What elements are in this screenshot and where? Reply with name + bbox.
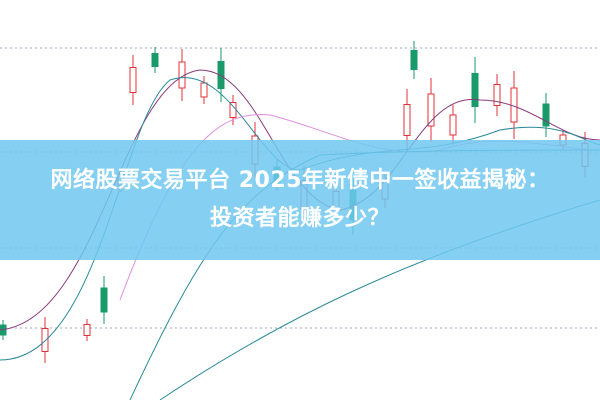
title-line-1: 网络股票交易平台 2025年新债中一签收益揭秘： (50, 168, 550, 193)
candle (449, 114, 457, 136)
candle (83, 324, 91, 336)
candle (471, 73, 479, 107)
candle (217, 61, 225, 89)
title-banner: 网络股票交易平台 2025年新债中一签收益揭秘： 投资者能赚多少？ (0, 140, 600, 260)
candle (410, 50, 418, 70)
candle (542, 103, 550, 127)
candle (427, 93, 435, 127)
candle (100, 287, 108, 313)
candle (41, 328, 49, 352)
candle (403, 104, 411, 136)
title-line-2: 投资者能赚多少？ (209, 206, 390, 231)
candle (151, 53, 159, 67)
candle (129, 67, 137, 93)
candle (493, 84, 501, 106)
candle (229, 102, 237, 118)
candle (200, 82, 208, 98)
